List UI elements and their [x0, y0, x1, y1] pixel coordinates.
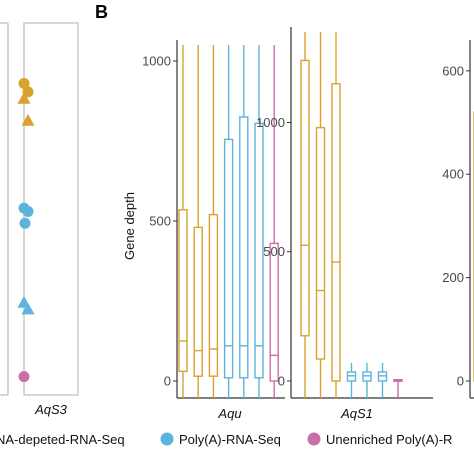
box-panel-aqs1: 0 500 1000: [256, 27, 433, 399]
box-panel-third: 0 200 400 600: [442, 40, 474, 399]
aqs3-circle-point: [18, 77, 30, 89]
aqu-xlabel: Aqu: [217, 406, 241, 421]
y-tick-label: 200: [442, 270, 464, 285]
aqs3-circle-point: [22, 206, 34, 217]
box-body: [269, 242, 279, 382]
y-tick-label: 1000: [142, 54, 171, 69]
legend-label-3: Unenriched Poly(A)-R: [326, 432, 452, 447]
aqs3-xlabel: AqS3: [34, 402, 68, 417]
box-panel-aqu: 0 500 1000: [142, 40, 285, 399]
y-tick-label: 0: [278, 374, 285, 389]
aqs3-points: [17, 77, 35, 383]
box-body: [254, 122, 264, 379]
aqs3-circle-point: [18, 371, 30, 383]
y-tick-label: 500: [149, 214, 171, 229]
box-body: [208, 213, 219, 377]
box-body: [178, 209, 188, 373]
aqs3-triangle-point: [21, 114, 35, 126]
y-tick-label: 0: [164, 374, 171, 389]
y-tick-label: 600: [442, 63, 464, 78]
y-tick-label: 500: [263, 244, 285, 259]
panel-a-left-frame: [0, 22, 9, 396]
legend-marker-3: [307, 432, 321, 446]
aqs3-triangle-point: [17, 92, 31, 104]
aqs1-xlabel: AqS1: [340, 406, 373, 421]
legend-label-1: NA-depeted-RNA-Seq: [0, 432, 125, 447]
aqs3-circle-point: [19, 217, 31, 229]
box-body: [223, 138, 234, 379]
legend: NA-depeted-RNA-Seq Poly(A)-RNA-Seq Unenr…: [0, 432, 452, 447]
legend-marker-2: [160, 432, 174, 446]
panel-b-label: B: [95, 2, 108, 22]
aqs3-triangle-point: [21, 302, 35, 315]
legend-label-2: Poly(A)-RNA-Seq: [179, 432, 281, 447]
box-body: [331, 83, 341, 382]
box-body: [315, 126, 326, 360]
ylabel-gene-depth: Gene depth: [122, 192, 137, 260]
y-tick-label: 0: [457, 374, 464, 389]
box-body: [193, 226, 203, 377]
y-tick-label: 1000: [256, 115, 285, 130]
box-body: [239, 116, 249, 379]
y-tick-label: 400: [442, 167, 464, 182]
box-body: [300, 59, 310, 337]
